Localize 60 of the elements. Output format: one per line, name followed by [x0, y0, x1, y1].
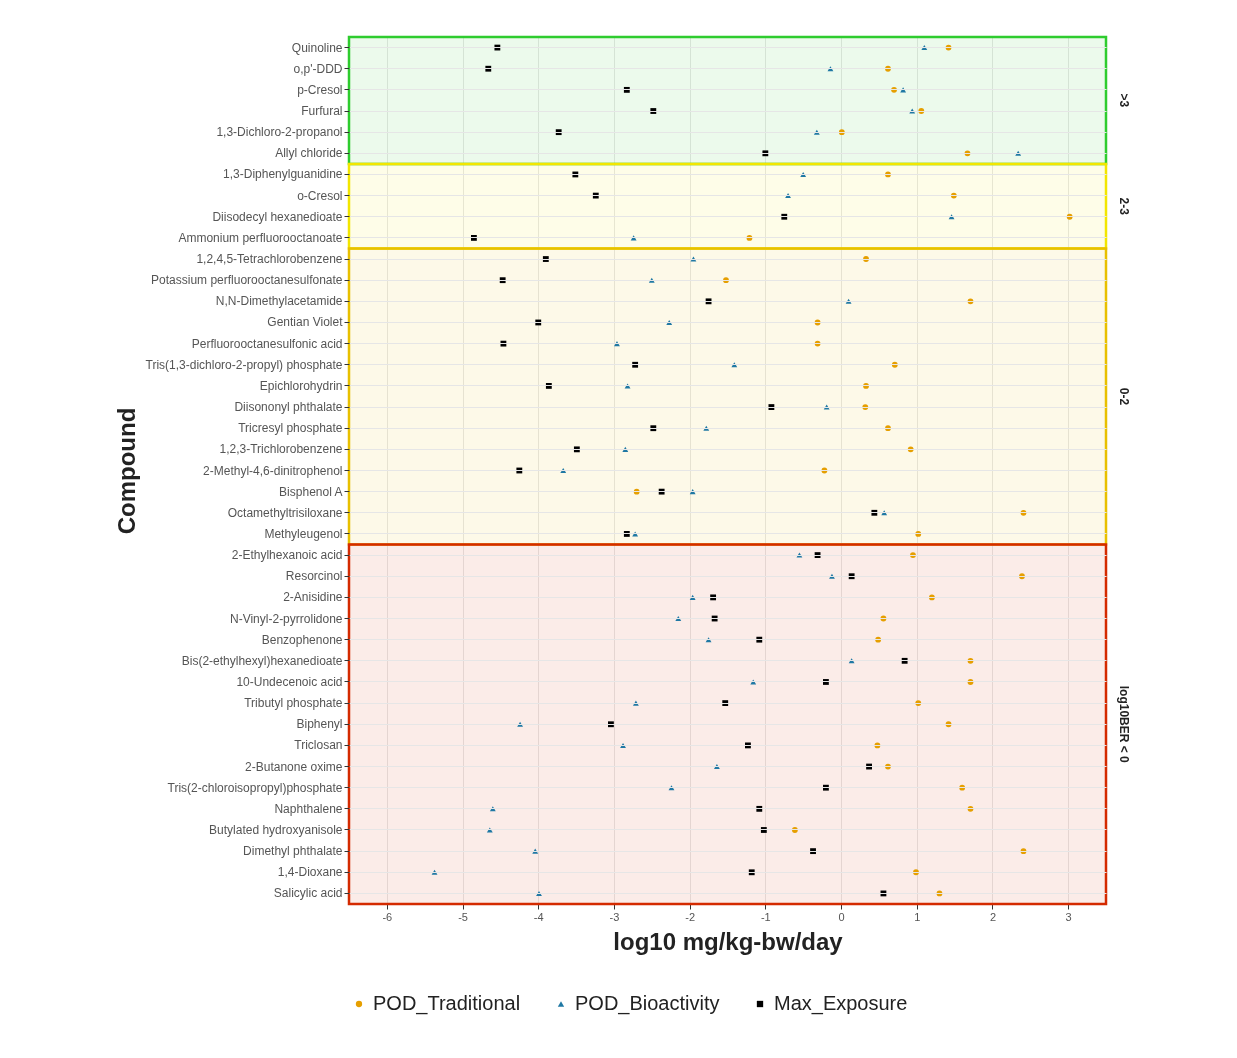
y-tick-label: Perfluorooctanesulfonic acid [191, 336, 343, 351]
y-tick-label: Tricresyl phosphate [238, 421, 343, 436]
y-tick-label: Allyl chloride [275, 146, 343, 161]
y-tick-label: o-Cresol [297, 188, 343, 203]
y-tick-label: 1,3-Dichloro-2-propanol [216, 125, 343, 140]
x-tick-label: 0 [838, 910, 845, 923]
y-tick-label: 2-Butanone oxime [245, 759, 343, 774]
x-tick-label: -3 [609, 910, 620, 923]
y-tick-label: Biphenyl [296, 717, 343, 732]
legend-label: POD_Bioactivity [575, 992, 720, 1015]
x-tick-label: 2 [989, 910, 997, 923]
x-tick-label: -4 [533, 910, 544, 923]
legend-label: Max_Exposure [774, 992, 908, 1015]
band-label: 2-3 [1117, 197, 1131, 216]
y-tick-label: 1,3-Diphenylguanidine [223, 167, 343, 182]
y-tick-label: Bisphenol A [279, 484, 343, 499]
y-tick-label: Diisononyl phthalate [234, 400, 343, 415]
y-tick-label: Butylated hydroxyanisole [209, 822, 343, 837]
y-tick-label: Gentian Violet [267, 315, 344, 330]
y-tick-label: N-Vinyl-2-pyrrolidone [230, 611, 343, 626]
y-tick-label: Resorcinol [285, 569, 343, 584]
x-axis-title: log10 mg/kg-bw/day [613, 927, 844, 955]
y-tick-label: Benzophenone [261, 632, 343, 647]
y-tick-label: 2-Anisidine [283, 590, 343, 605]
legend-label: POD_Traditional [373, 992, 521, 1015]
y-tick-label: Dimethyl phthalate [243, 844, 343, 859]
y-tick-label: Diisodecyl hexanedioate [212, 209, 343, 224]
x-tick-label: -2 [685, 910, 696, 923]
y-tick-label: Tris(1,3-dichloro-2-propyl) phosphate [145, 357, 343, 372]
x-tick-label: -5 [458, 910, 468, 923]
band-label: log10BER < 0 [1117, 685, 1131, 764]
y-tick-label: 1,2,4,5-Tetrachlorobenzene [196, 252, 343, 267]
y-tick-label: o,p'-DDD [293, 61, 343, 76]
y-tick-label: Methyleugenol [264, 526, 343, 541]
y-tick-label: Furfural [301, 104, 343, 119]
y-tick-label: 2-Ethylhexanoic acid [231, 548, 343, 563]
y-tick-label: 1,2,3-Trichlorobenzene [219, 442, 343, 457]
band-label: >3 [1117, 93, 1131, 108]
x-tick-label: -1 [760, 910, 771, 923]
y-tick-label: Triclosan [294, 738, 343, 753]
y-tick-label: 1,4-Dioxane [277, 865, 343, 880]
y-tick-label: Salicylic acid [273, 886, 343, 901]
y-tick-label: Ammonium perfluorooctanoate [178, 230, 343, 245]
y-tick-label: Bis(2-ethylhexyl)hexanedioate [181, 653, 343, 668]
y-tick-label: Tributyl phosphate [244, 696, 343, 711]
y-axis-title: Compound [112, 407, 140, 535]
y-tick-label: N,N-Dimethylacetamide [215, 294, 343, 309]
y-tick-label: Tris(2-chloroisopropyl)phosphate [167, 780, 343, 795]
y-tick-label: 10-Undecenoic acid [236, 674, 343, 689]
y-tick-label: Quinoline [291, 40, 343, 55]
y-tick-label: Naphthalene [274, 801, 343, 816]
x-tick-label: 3 [1065, 910, 1072, 923]
y-tick-label: Octamethyltrisiloxane [227, 505, 343, 520]
x-tick-label: -6 [382, 910, 393, 923]
y-tick-label: p-Cresol [297, 82, 343, 97]
y-tick-label: 2-Methyl-4,6-dinitrophenol [203, 463, 343, 478]
band-label: 0-2 [1117, 387, 1131, 406]
x-tick-label: 1 [914, 910, 921, 923]
y-tick-label: Potassium perfluorooctanesulfonate [151, 273, 343, 288]
y-tick-label: Epichlorohydrin [259, 378, 343, 393]
